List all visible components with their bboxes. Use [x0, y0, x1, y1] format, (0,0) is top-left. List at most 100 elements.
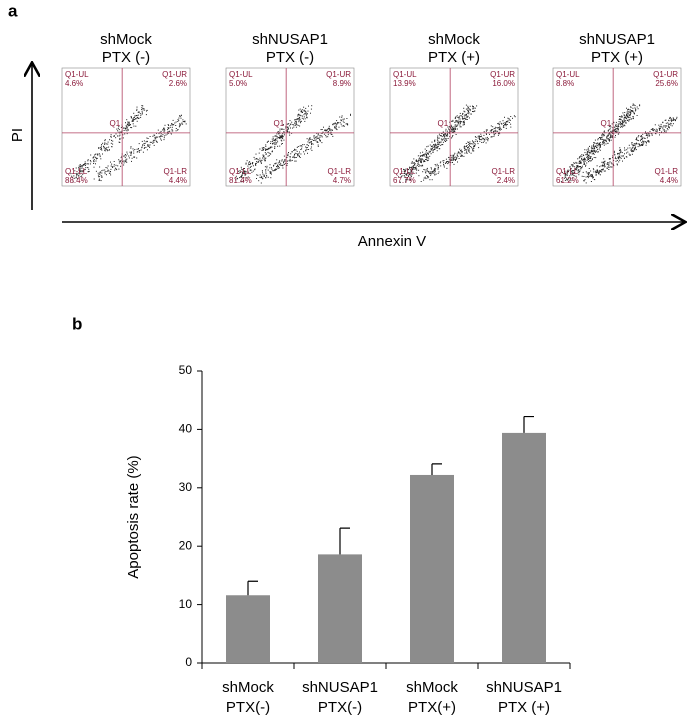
event-dot [316, 132, 318, 134]
event-dot [465, 143, 467, 144]
event-dot [579, 162, 581, 164]
event-dot [170, 133, 172, 135]
event-dot [98, 178, 100, 180]
quadrant-name: Q1-LR [327, 167, 351, 176]
event-dot [74, 177, 76, 179]
event-dot [162, 129, 164, 131]
event-dot [138, 143, 140, 145]
event-dot [648, 141, 650, 143]
event-dot [450, 126, 452, 128]
event-dot [603, 133, 605, 135]
event-dot [243, 168, 245, 169]
event-dot [308, 142, 310, 144]
event-dot [248, 171, 250, 173]
event-dot [467, 110, 469, 112]
event-dot [597, 142, 599, 144]
event-dot [267, 169, 269, 171]
event-dot [405, 169, 407, 171]
event-dot [239, 177, 241, 179]
event-dot [618, 126, 620, 128]
event-dot [152, 139, 154, 141]
event-dot [422, 171, 424, 173]
event-dot [622, 120, 624, 122]
event-dot [95, 170, 97, 172]
event-dot [467, 107, 469, 109]
event-dot [178, 119, 180, 121]
event-dot [628, 120, 630, 122]
event-dot [284, 159, 286, 160]
event-dot [106, 174, 107, 176]
event-dot [642, 140, 644, 142]
event-dot [169, 126, 171, 128]
event-dot [443, 162, 445, 164]
event-dot [494, 126, 496, 128]
event-dot [130, 152, 132, 154]
event-dot [576, 165, 578, 167]
event-dot [244, 174, 246, 176]
event-dot [164, 124, 166, 126]
event-dot [458, 118, 460, 120]
event-dot [111, 163, 113, 165]
event-dot [117, 165, 119, 167]
event-dot [279, 128, 281, 130]
event-dot [175, 128, 177, 129]
event-dot [270, 172, 272, 174]
event-dot [107, 165, 109, 167]
event-dot [619, 157, 621, 158]
quadrant-name: Q1-UR [162, 70, 187, 79]
event-dot [585, 164, 587, 166]
event-dot [648, 133, 650, 135]
event-dot [262, 171, 263, 173]
event-dot [274, 145, 276, 147]
event-dot [301, 117, 303, 119]
event-dot [570, 168, 572, 169]
event-dot [568, 178, 570, 180]
event-dot [632, 110, 634, 112]
event-dot [405, 178, 407, 180]
event-dot [586, 149, 588, 151]
event-dot [628, 144, 630, 146]
event-dot [270, 177, 272, 179]
event-dot [410, 170, 412, 172]
event-dot [461, 155, 463, 157]
event-dot [136, 109, 138, 111]
event-dot [466, 150, 468, 152]
event-dot [125, 155, 127, 157]
event-dot [589, 159, 591, 161]
event-dot [425, 159, 427, 160]
event-dot [141, 111, 143, 113]
event-dot [424, 176, 426, 178]
event-dot [594, 148, 596, 150]
event-dot [309, 137, 311, 139]
event-dot [261, 159, 263, 161]
event-dot [331, 129, 333, 131]
event-dot [630, 118, 632, 120]
event-dot [416, 164, 418, 166]
event-dot [252, 162, 253, 164]
event-dot [646, 142, 647, 144]
event-dot [104, 171, 106, 173]
event-dot [629, 111, 631, 113]
event-dot [83, 170, 85, 171]
event-dot [462, 118, 464, 120]
event-dot [432, 171, 434, 173]
event-dot [453, 163, 455, 165]
event-dot [458, 116, 460, 118]
event-dot [343, 126, 345, 127]
event-dot [104, 150, 106, 152]
event-dot [407, 168, 409, 170]
event-dot [600, 138, 602, 140]
event-dot [455, 129, 457, 131]
event-dot [448, 157, 450, 158]
event-dot [589, 156, 591, 158]
event-dot [289, 160, 291, 162]
event-dot [129, 151, 131, 153]
event-dot [464, 114, 466, 116]
event-dot [282, 164, 284, 166]
event-dot [453, 159, 454, 161]
event-dot [430, 149, 432, 151]
event-dot [342, 120, 344, 122]
event-dot [448, 158, 450, 160]
event-dot [414, 163, 416, 165]
quadrant-name: Q1-LL [229, 167, 252, 176]
